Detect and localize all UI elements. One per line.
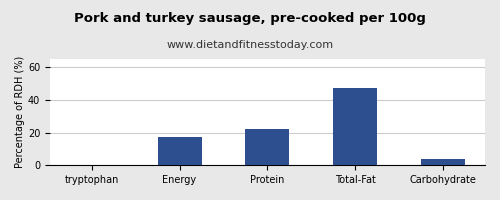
Bar — [334, 88, 378, 165]
Bar — [246, 129, 290, 165]
Text: www.dietandfitnesstoday.com: www.dietandfitnesstoday.com — [166, 40, 334, 50]
Text: Pork and turkey sausage, pre-cooked per 100g: Pork and turkey sausage, pre-cooked per … — [74, 12, 426, 25]
Y-axis label: Percentage of RDH (%): Percentage of RDH (%) — [15, 56, 25, 168]
Bar — [422, 159, 465, 165]
Bar — [158, 137, 202, 165]
